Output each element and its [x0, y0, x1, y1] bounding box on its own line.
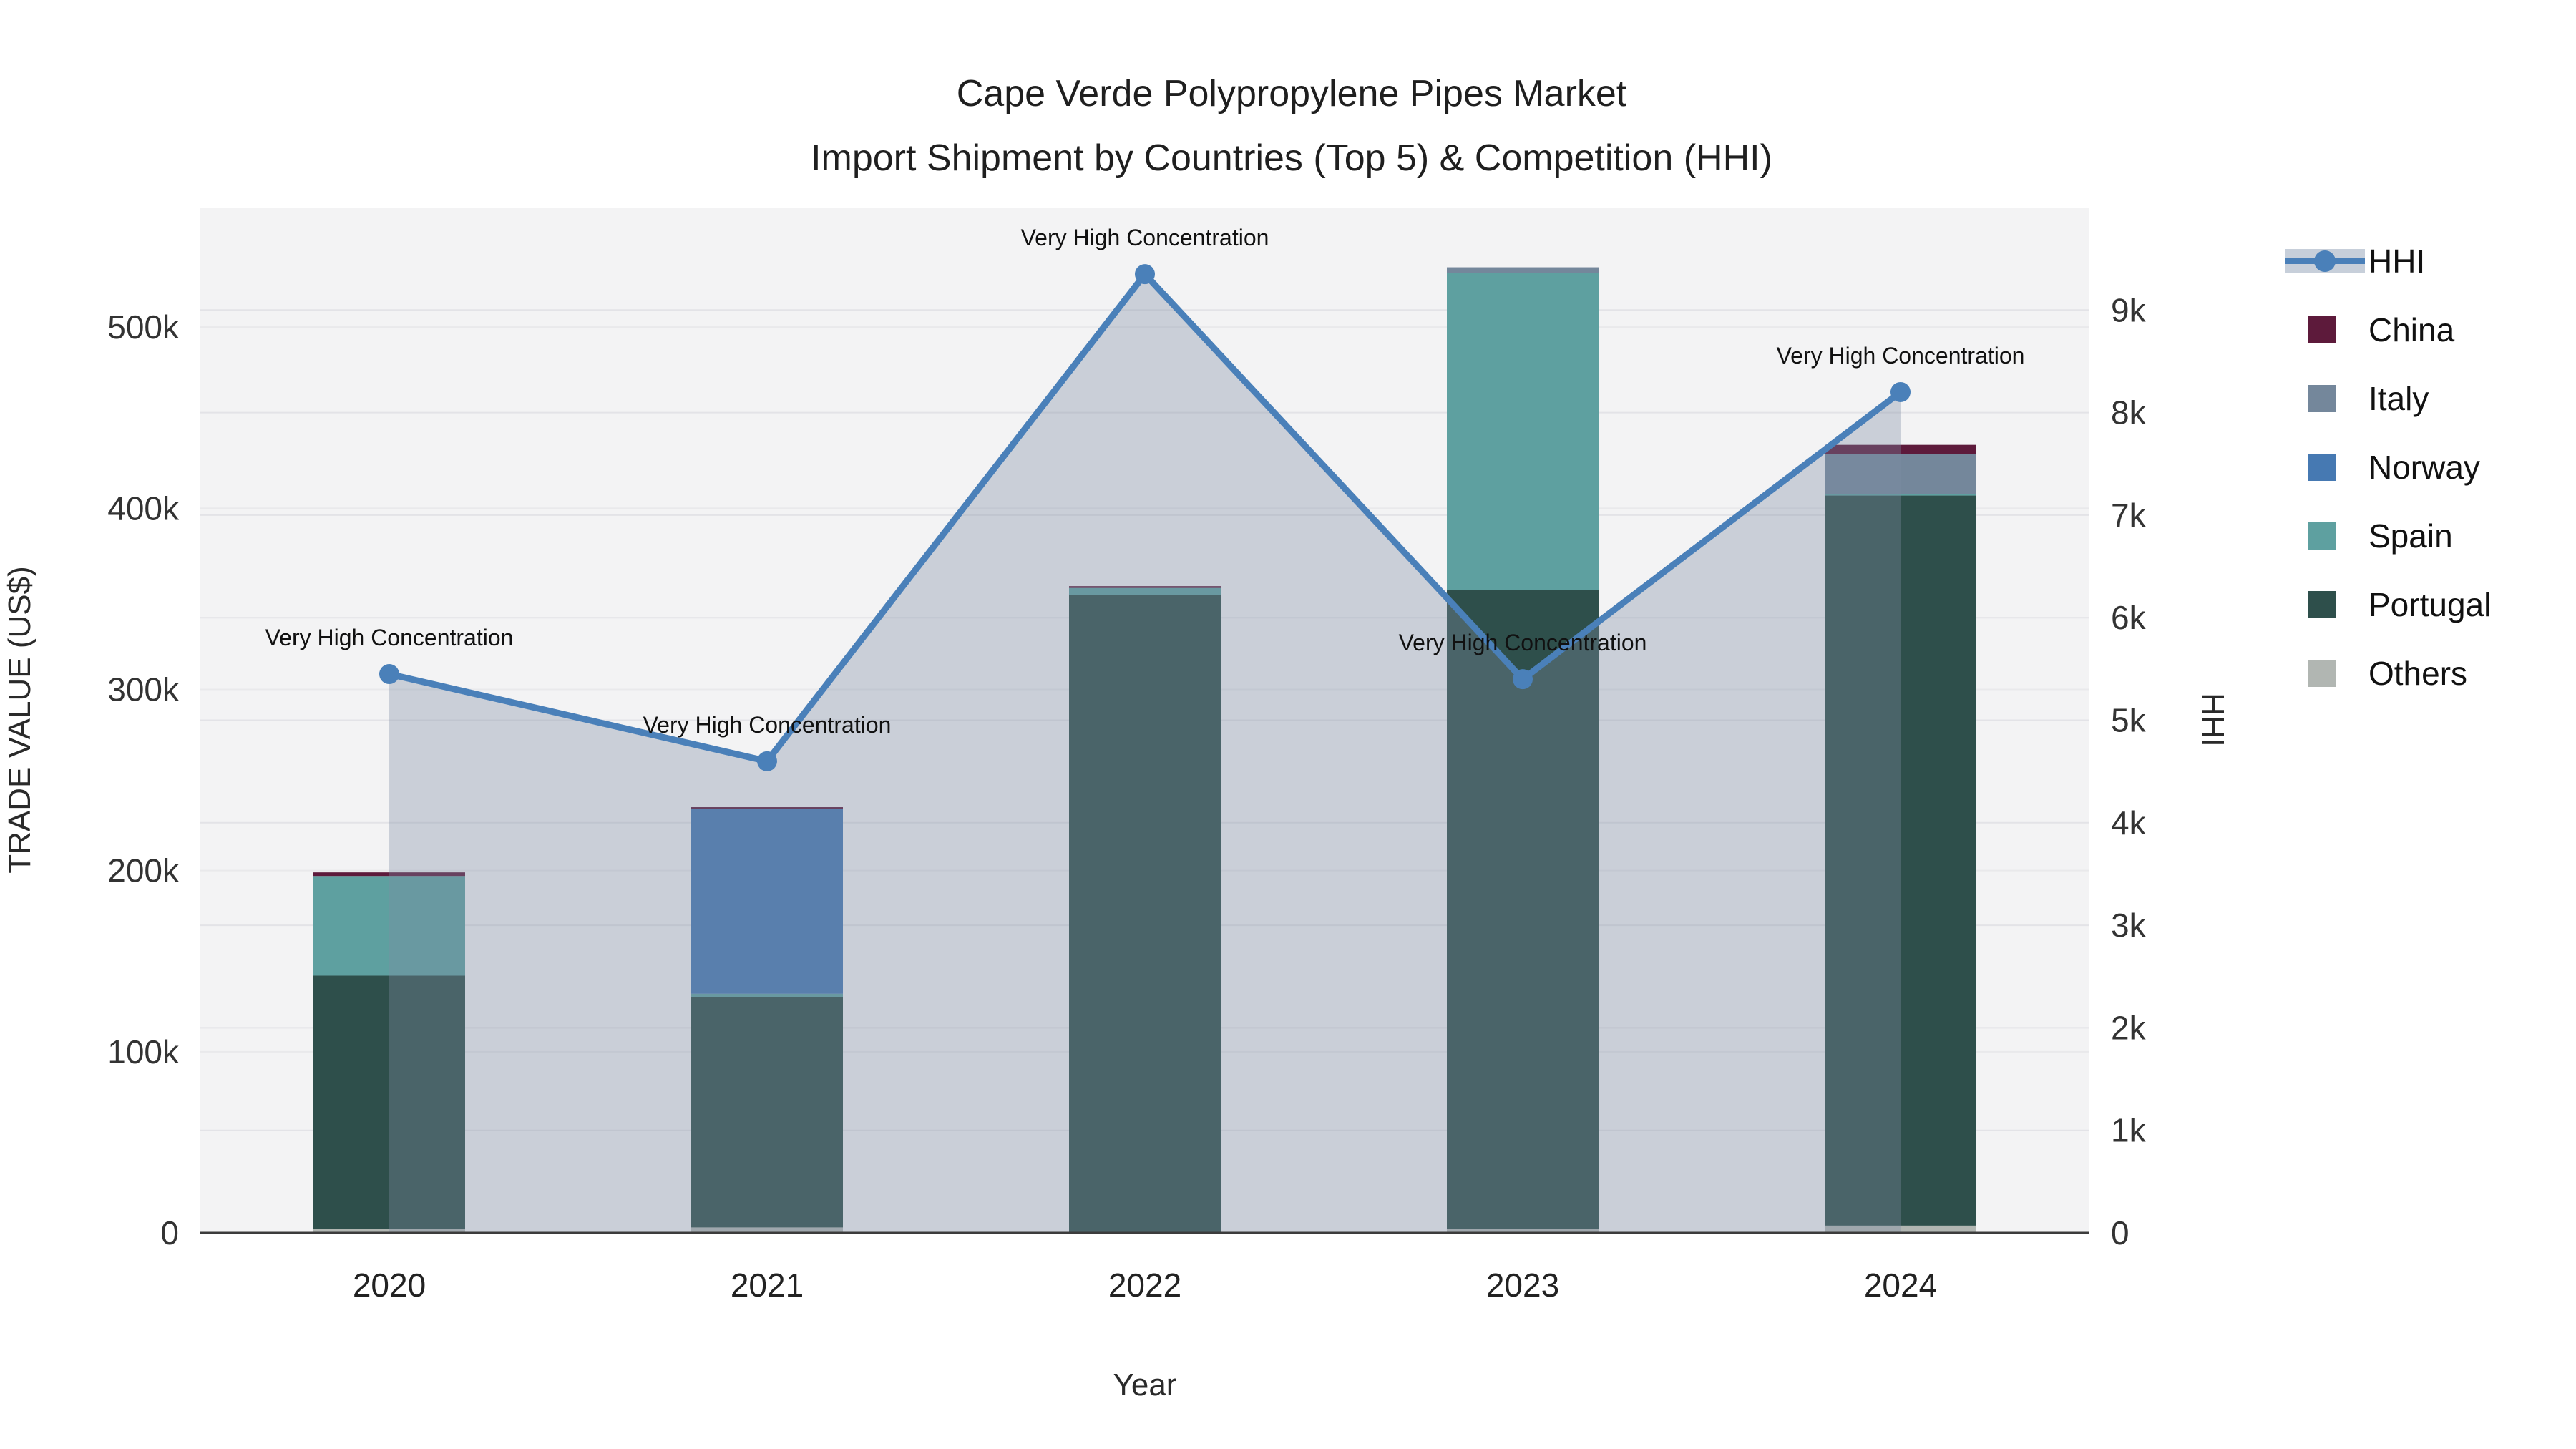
bar-segment-china-2020	[313, 872, 465, 877]
bar-segment-others-2020	[313, 1229, 465, 1233]
y-tick-right-0: 0	[2111, 1214, 2129, 1252]
legend-item-italy[interactable]: Italy	[2308, 380, 2429, 417]
annotation-2021: Very High Concentration	[643, 712, 892, 738]
legend-swatch-norway	[2308, 454, 2336, 481]
bar-segment-others-2024	[1825, 1225, 1976, 1233]
bar-segment-spain-2020	[313, 876, 465, 976]
hhi-marker-2024	[1890, 381, 1911, 402]
y-tick-left-300k: 300k	[107, 670, 180, 708]
annotation-2023: Very High Concentration	[1399, 630, 1647, 655]
bar-segment-portugal-2021	[691, 997, 843, 1228]
bar-segment-china-2022	[1069, 586, 1221, 588]
legend-swatch-portugal	[2308, 591, 2336, 618]
hhi-marker-2021	[757, 751, 777, 771]
y-tick-left-500k: 500k	[107, 308, 180, 346]
legend-label-hhi: HHI	[2368, 243, 2425, 280]
legend-label-portugal: Portugal	[2368, 586, 2491, 623]
legend-item-spain[interactable]: Spain	[2308, 517, 2453, 555]
bar-segment-portugal-2020	[313, 975, 465, 1229]
bar-segment-italy-2023	[1447, 267, 1599, 273]
legend-item-others[interactable]: Others	[2308, 655, 2467, 692]
hhi-area-fill	[389, 274, 1901, 1233]
y-tick-left-200k: 200k	[107, 852, 180, 889]
y-tick-right-5k: 5k	[2111, 702, 2147, 739]
stacked-bars	[313, 267, 1976, 1233]
x-tick-2023: 2023	[1486, 1267, 1559, 1304]
legend-item-china[interactable]: China	[2308, 311, 2455, 348]
x-axis-title: Year	[1113, 1367, 1177, 1402]
bar-segment-italy-2024	[1825, 454, 1976, 494]
legend-item-portugal[interactable]: Portugal	[2308, 586, 2491, 623]
bar-segment-others-2021	[691, 1227, 843, 1233]
legend-item-norway[interactable]: Norway	[2308, 449, 2480, 486]
legend-swatch-china	[2308, 316, 2336, 343]
x-tick-2022: 2022	[1108, 1267, 1181, 1304]
legend-swatch-italy	[2308, 385, 2336, 412]
hhi-line	[379, 264, 1911, 771]
annotation-2022: Very High Concentration	[1021, 225, 1269, 250]
y-tick-right-4k: 4k	[2111, 804, 2147, 841]
y-axis-title-left: TRADE VALUE (US$)	[2, 566, 37, 874]
y-tick-left-0: 0	[160, 1214, 179, 1252]
bar-segment-portugal-2023	[1447, 590, 1599, 1229]
bar-segment-spain-2024	[1825, 494, 1976, 496]
legend-label-others: Others	[2368, 655, 2467, 692]
hhi-marker-2023	[1513, 669, 1533, 690]
bar-segment-spain-2021	[691, 993, 843, 997]
bar-segment-others-2023	[1447, 1229, 1599, 1233]
x-tick-2020: 2020	[353, 1267, 426, 1304]
legend-hhi-marker-sample	[2314, 250, 2336, 272]
bar-segment-spain-2023	[1447, 273, 1599, 590]
annotation-2020: Very High Concentration	[265, 625, 514, 650]
x-tick-2021: 2021	[731, 1267, 804, 1304]
bar-segment-spain-2022	[1069, 587, 1221, 595]
y-tick-right-7k: 7k	[2111, 497, 2147, 534]
y-tick-right-3k: 3k	[2111, 907, 2147, 944]
hhi-marker-2020	[379, 664, 399, 685]
legend-label-norway: Norway	[2368, 449, 2480, 486]
y-tick-right-2k: 2k	[2111, 1009, 2147, 1046]
bar-segment-portugal-2022	[1069, 595, 1221, 1233]
legend: HHI China Italy Norway Spain Portugal Others	[2285, 243, 2491, 692]
bar-segment-norway-2021	[691, 809, 843, 994]
legend-item-hhi[interactable]: HHI	[2285, 243, 2425, 280]
bar-segment-china-2024	[1825, 444, 1976, 454]
y-tick-right-6k: 6k	[2111, 599, 2147, 636]
y-tick-right-9k: 9k	[2111, 291, 2147, 328]
legend-label-china: China	[2368, 311, 2455, 348]
legend-swatch-others	[2308, 660, 2336, 687]
hhi-marker-2022	[1135, 264, 1155, 285]
legend-label-italy: Italy	[2368, 380, 2429, 417]
annotations: Very High Concentration Very High Concent…	[265, 225, 2025, 738]
y-tick-left-400k: 400k	[107, 489, 180, 527]
y-tick-right-1k: 1k	[2111, 1112, 2147, 1149]
y-tick-right-8k: 8k	[2111, 394, 2147, 431]
annotation-2024: Very High Concentration	[1777, 343, 2025, 369]
bar-segment-portugal-2024	[1825, 495, 1976, 1226]
legend-label-spain: Spain	[2368, 517, 2453, 555]
chart-title-line2: Import Shipment by Countries (Top 5) & C…	[811, 137, 1772, 179]
x-tick-2024: 2024	[1864, 1267, 1937, 1304]
chart-title-line1: Cape Verde Polypropylene Pipes Market	[957, 73, 1627, 114]
hhi-area-polygon	[389, 274, 1901, 1233]
y-tick-left-100k: 100k	[107, 1033, 180, 1070]
y-axis-title-right: HHI	[2195, 693, 2230, 747]
axis-tick-labels: 0 100k 200k 300k 400k 500k 0 1k 2k 3k 4k 5k 6k 7k 8k 9k…	[107, 291, 2146, 1304]
legend-swatch-spain	[2308, 522, 2336, 550]
bar-segment-china-2021	[691, 807, 843, 809]
